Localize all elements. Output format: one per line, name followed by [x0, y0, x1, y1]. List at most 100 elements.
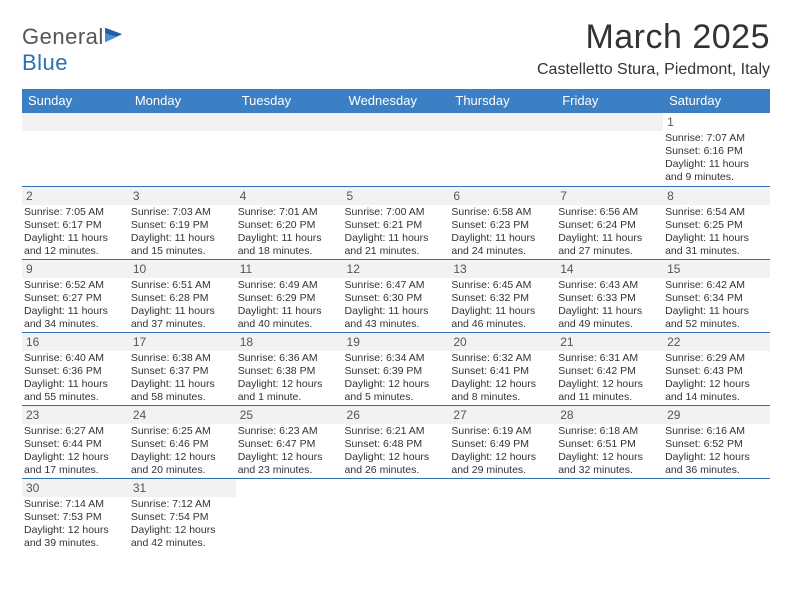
sunrise-line: Sunrise: 6:40 AM [24, 352, 127, 365]
day-info: Sunrise: 6:25 AMSunset: 6:46 PMDaylight:… [129, 424, 236, 478]
sunset-line: Sunset: 6:49 PM [451, 438, 554, 451]
day-number: 18 [236, 333, 343, 351]
day-number: 17 [129, 333, 236, 351]
sunrise-line: Sunrise: 7:07 AM [665, 132, 768, 145]
sunset-line: Sunset: 6:21 PM [345, 219, 448, 232]
calendar-week-row: 16Sunrise: 6:40 AMSunset: 6:36 PMDayligh… [22, 332, 770, 405]
day-header: Tuesday [236, 89, 343, 113]
calendar-day-cell: 1Sunrise: 7:07 AMSunset: 6:16 PMDaylight… [663, 113, 770, 186]
day-number: 11 [236, 260, 343, 278]
sunset-line: Sunset: 6:30 PM [345, 292, 448, 305]
day-number: 6 [449, 187, 556, 205]
day-info: Sunrise: 6:21 AMSunset: 6:48 PMDaylight:… [343, 424, 450, 478]
calendar-day-cell: 7Sunrise: 6:56 AMSunset: 6:24 PMDaylight… [556, 186, 663, 259]
day-number: 16 [22, 333, 129, 351]
brand-name: GeneralBlue [22, 24, 126, 76]
day-number: 31 [129, 479, 236, 497]
sunrise-line: Sunrise: 6:45 AM [451, 279, 554, 292]
calendar-week-row: 1Sunrise: 7:07 AMSunset: 6:16 PMDaylight… [22, 113, 770, 186]
calendar-empty-cell [449, 478, 556, 551]
daylight-line: Daylight: 11 hours and 18 minutes. [238, 232, 341, 258]
daylight-line: Daylight: 11 hours and 43 minutes. [345, 305, 448, 331]
daylight-line: Daylight: 12 hours and 14 minutes. [665, 378, 768, 404]
daylight-line: Daylight: 11 hours and 34 minutes. [24, 305, 127, 331]
sunrise-line: Sunrise: 6:49 AM [238, 279, 341, 292]
daylight-line: Daylight: 11 hours and 31 minutes. [665, 232, 768, 258]
calendar-week-row: 9Sunrise: 6:52 AMSunset: 6:27 PMDaylight… [22, 259, 770, 332]
calendar-day-cell: 11Sunrise: 6:49 AMSunset: 6:29 PMDayligh… [236, 259, 343, 332]
sunrise-line: Sunrise: 6:23 AM [238, 425, 341, 438]
sunset-line: Sunset: 6:29 PM [238, 292, 341, 305]
day-number: 23 [22, 406, 129, 424]
daylight-line: Daylight: 11 hours and 27 minutes. [558, 232, 661, 258]
calendar-day-cell: 17Sunrise: 6:38 AMSunset: 6:37 PMDayligh… [129, 332, 236, 405]
calendar-day-cell: 29Sunrise: 6:16 AMSunset: 6:52 PMDayligh… [663, 405, 770, 478]
sunrise-line: Sunrise: 6:25 AM [131, 425, 234, 438]
day-info: Sunrise: 6:31 AMSunset: 6:42 PMDaylight:… [556, 351, 663, 405]
day-number: 8 [663, 187, 770, 205]
calendar-day-cell: 4Sunrise: 7:01 AMSunset: 6:20 PMDaylight… [236, 186, 343, 259]
day-number: 7 [556, 187, 663, 205]
day-info: Sunrise: 7:14 AMSunset: 7:53 PMDaylight:… [22, 497, 129, 551]
sunrise-line: Sunrise: 6:27 AM [24, 425, 127, 438]
calendar-day-cell: 6Sunrise: 6:58 AMSunset: 6:23 PMDaylight… [449, 186, 556, 259]
calendar-week-row: 2Sunrise: 7:05 AMSunset: 6:17 PMDaylight… [22, 186, 770, 259]
daylight-line: Daylight: 12 hours and 39 minutes. [24, 524, 127, 550]
sunrise-line: Sunrise: 6:29 AM [665, 352, 768, 365]
sunrise-line: Sunrise: 6:47 AM [345, 279, 448, 292]
calendar-header-row: Sunday Monday Tuesday Wednesday Thursday… [22, 89, 770, 113]
day-header: Monday [129, 89, 236, 113]
day-info: Sunrise: 6:42 AMSunset: 6:34 PMDaylight:… [663, 278, 770, 332]
day-number: 25 [236, 406, 343, 424]
sunrise-line: Sunrise: 7:05 AM [24, 206, 127, 219]
day-number: 26 [343, 406, 450, 424]
calendar-day-cell: 26Sunrise: 6:21 AMSunset: 6:48 PMDayligh… [343, 405, 450, 478]
sunset-line: Sunset: 6:28 PM [131, 292, 234, 305]
sunrise-line: Sunrise: 7:01 AM [238, 206, 341, 219]
sunset-line: Sunset: 6:19 PM [131, 219, 234, 232]
day-number: 13 [449, 260, 556, 278]
day-number: 15 [663, 260, 770, 278]
sunset-line: Sunset: 6:42 PM [558, 365, 661, 378]
day-number: 27 [449, 406, 556, 424]
sunset-line: Sunset: 6:24 PM [558, 219, 661, 232]
calendar-day-cell: 9Sunrise: 6:52 AMSunset: 6:27 PMDaylight… [22, 259, 129, 332]
sunrise-line: Sunrise: 6:38 AM [131, 352, 234, 365]
sunrise-line: Sunrise: 6:51 AM [131, 279, 234, 292]
day-info: Sunrise: 6:36 AMSunset: 6:38 PMDaylight:… [236, 351, 343, 405]
sunrise-line: Sunrise: 6:43 AM [558, 279, 661, 292]
calendar-day-cell: 22Sunrise: 6:29 AMSunset: 6:43 PMDayligh… [663, 332, 770, 405]
day-number: 10 [129, 260, 236, 278]
calendar-empty-cell [449, 113, 556, 186]
day-info: Sunrise: 6:40 AMSunset: 6:36 PMDaylight:… [22, 351, 129, 405]
brand-logo: GeneralBlue [22, 24, 126, 76]
daylight-line: Daylight: 11 hours and 12 minutes. [24, 232, 127, 258]
calendar-day-cell: 27Sunrise: 6:19 AMSunset: 6:49 PMDayligh… [449, 405, 556, 478]
day-number: 9 [22, 260, 129, 278]
daylight-line: Daylight: 12 hours and 5 minutes. [345, 378, 448, 404]
sunrise-line: Sunrise: 7:14 AM [24, 498, 127, 511]
calendar-day-cell: 13Sunrise: 6:45 AMSunset: 6:32 PMDayligh… [449, 259, 556, 332]
calendar-day-cell: 28Sunrise: 6:18 AMSunset: 6:51 PMDayligh… [556, 405, 663, 478]
day-header: Saturday [663, 89, 770, 113]
calendar-empty-cell [343, 478, 450, 551]
day-info: Sunrise: 6:49 AMSunset: 6:29 PMDaylight:… [236, 278, 343, 332]
day-info: Sunrise: 6:47 AMSunset: 6:30 PMDaylight:… [343, 278, 450, 332]
day-info: Sunrise: 6:43 AMSunset: 6:33 PMDaylight:… [556, 278, 663, 332]
sunrise-line: Sunrise: 6:54 AM [665, 206, 768, 219]
daylight-line: Daylight: 11 hours and 37 minutes. [131, 305, 234, 331]
calendar-week-row: 30Sunrise: 7:14 AMSunset: 7:53 PMDayligh… [22, 478, 770, 551]
day-number: 1 [663, 113, 770, 131]
daylight-line: Daylight: 12 hours and 26 minutes. [345, 451, 448, 477]
day-number: 14 [556, 260, 663, 278]
daylight-line: Daylight: 12 hours and 11 minutes. [558, 378, 661, 404]
sunset-line: Sunset: 6:51 PM [558, 438, 661, 451]
day-info: Sunrise: 6:56 AMSunset: 6:24 PMDaylight:… [556, 205, 663, 259]
daylight-line: Daylight: 12 hours and 23 minutes. [238, 451, 341, 477]
calendar-day-cell: 30Sunrise: 7:14 AMSunset: 7:53 PMDayligh… [22, 478, 129, 551]
day-info: Sunrise: 7:01 AMSunset: 6:20 PMDaylight:… [236, 205, 343, 259]
daylight-line: Daylight: 11 hours and 52 minutes. [665, 305, 768, 331]
sunset-line: Sunset: 6:44 PM [24, 438, 127, 451]
day-info: Sunrise: 6:58 AMSunset: 6:23 PMDaylight:… [449, 205, 556, 259]
daylight-line: Daylight: 12 hours and 42 minutes. [131, 524, 234, 550]
